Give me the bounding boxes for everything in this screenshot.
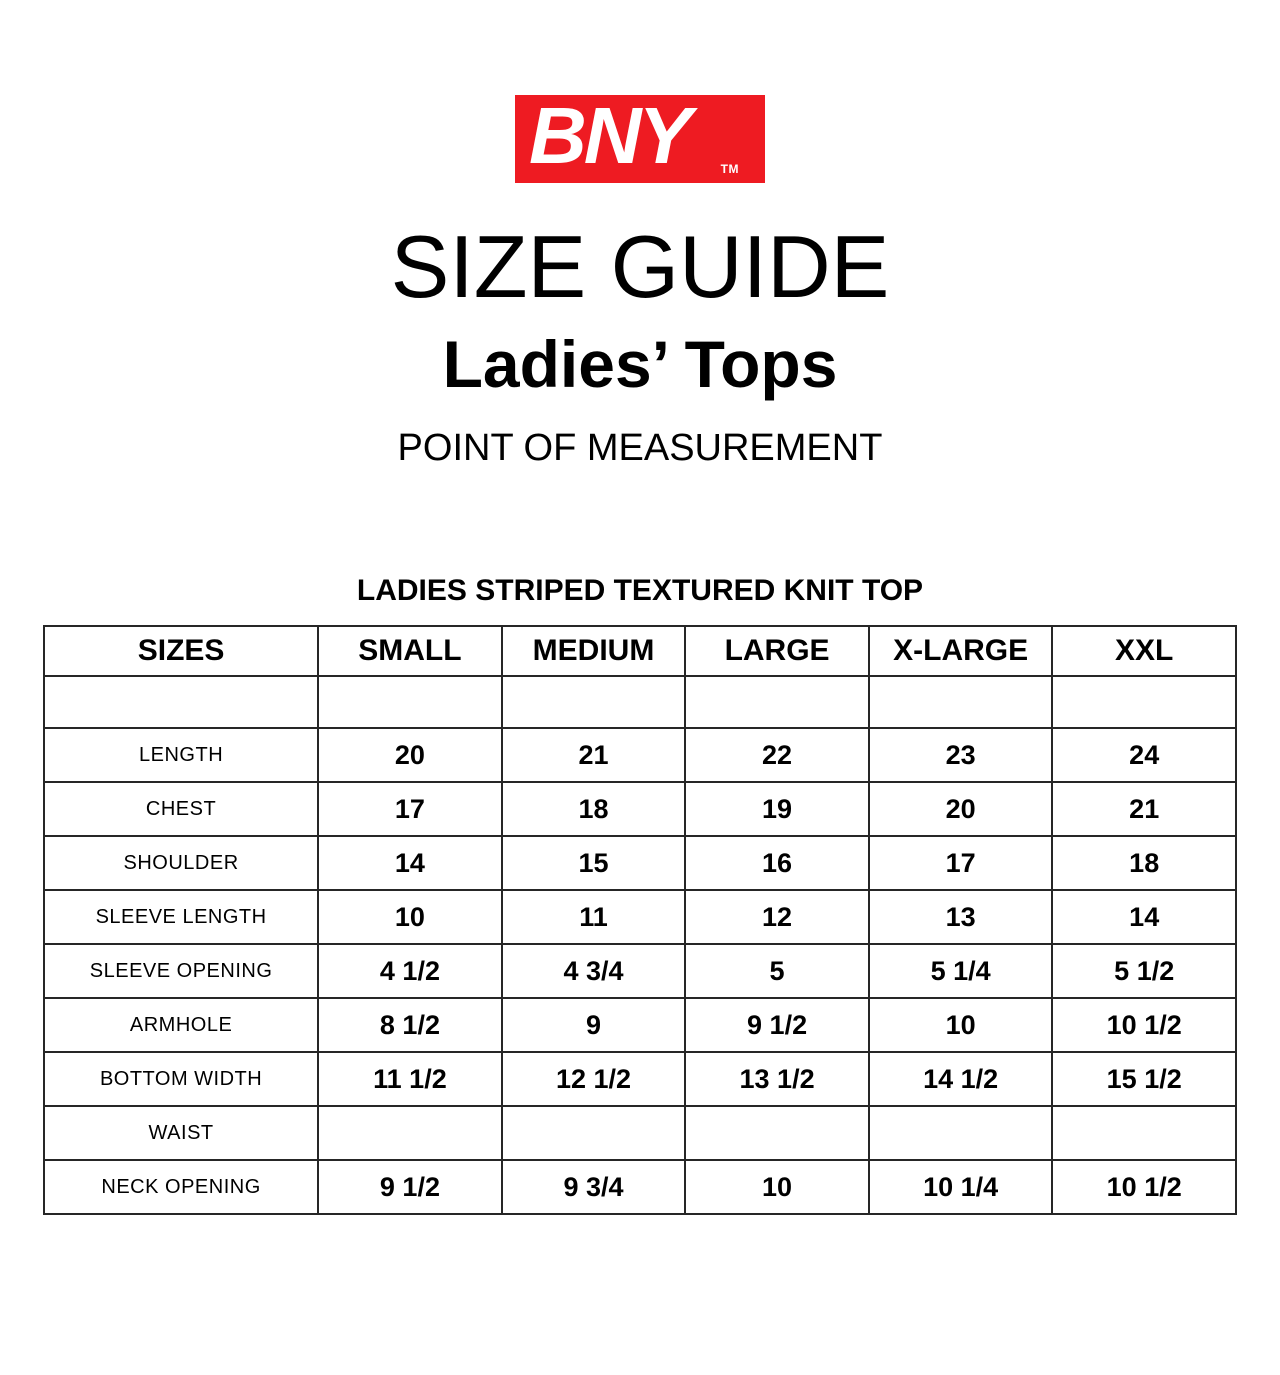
cell-value: 12 [684,889,870,946]
cell-value [684,675,870,730]
cell-value: 8 1/2 [317,997,503,1054]
cell-value [317,1105,503,1162]
size-table-header: SIZES SMALL MEDIUM LARGE X-LARGE XXL [42,625,1237,678]
cell-value: 10 [867,997,1054,1054]
column-header-small: SMALL [317,625,503,678]
table-row: NECK OPENING 9 1/2 9 3/4 10 10 1/4 10 1/2 [42,1159,1237,1216]
column-header-medium: MEDIUM [500,625,687,678]
cell-value: 11 1/2 [317,1051,503,1108]
table-row: SHOULDER 14 15 16 17 18 [42,835,1237,892]
column-header-x-large: X-LARGE [867,625,1054,678]
row-label: BOTTOM WIDTH [42,1051,320,1108]
cell-value: 21 [1051,781,1237,838]
brand-logo: BNY TM [515,95,765,183]
cell-value: 18 [1051,835,1237,892]
size-table: SIZES SMALL MEDIUM LARGE X-LARGE XXL LENGTH 20… [42,625,1237,1216]
row-label: SHOULDER [42,835,320,892]
size-guide-page: BNY TM SIZE GUIDE Ladies’ Tops POINT OF … [0,95,1280,1375]
cell-value [867,1105,1054,1162]
row-label [42,675,320,730]
table-row: SLEEVE LENGTH 10 11 12 13 14 [42,889,1237,946]
cell-value: 11 [500,889,687,946]
cell-value: 9 [500,997,687,1054]
column-header-large: LARGE [684,625,870,678]
trademark-symbol: TM [720,162,739,176]
cell-value: 20 [867,781,1054,838]
cell-value [867,675,1054,730]
cell-value [1051,675,1237,730]
cell-value: 4 3/4 [500,943,687,1000]
cell-value: 14 1/2 [867,1051,1054,1108]
cell-value: 14 [1051,889,1237,946]
cell-value: 23 [867,727,1054,784]
cell-value: 14 [317,835,503,892]
cell-value [500,1105,687,1162]
table-row: CHEST 17 18 19 20 21 [42,781,1237,838]
header-row: SIZES SMALL MEDIUM LARGE X-LARGE XXL [42,625,1237,678]
cell-value: 10 1/4 [867,1159,1054,1216]
row-label: CHEST [42,781,320,838]
cell-value: 13 [867,889,1054,946]
cell-value: 9 3/4 [500,1159,687,1216]
cell-value: 5 1/2 [1051,943,1237,1000]
cell-value: 10 1/2 [1051,1159,1237,1216]
cell-value: 13 1/2 [684,1051,870,1108]
table-row: LENGTH 20 21 22 23 24 [42,727,1237,784]
cell-value [1051,1105,1237,1162]
row-label: WAIST [42,1105,320,1162]
cell-value: 12 1/2 [500,1051,687,1108]
cell-value: 16 [684,835,870,892]
cell-value [317,675,503,730]
table-row: WAIST [42,1105,1237,1162]
column-header-sizes: SIZES [42,625,320,678]
cell-value: 17 [867,835,1054,892]
cell-value: 10 [317,889,503,946]
table-row: SLEEVE OPENING 4 1/2 4 3/4 5 5 1/4 5 1/2 [42,943,1237,1000]
page-title: SIZE GUIDE [390,217,890,316]
brand-logo-text: BNY [529,90,692,180]
cell-value: 4 1/2 [317,943,503,1000]
cell-value: 10 1/2 [1051,997,1237,1054]
cell-value: 9 1/2 [684,997,870,1054]
row-label: SLEEVE LENGTH [42,889,320,946]
cell-value: 24 [1051,727,1237,784]
cell-value: 20 [317,727,503,784]
cell-value: 9 1/2 [317,1159,503,1216]
row-label: ARMHOLE [42,997,320,1054]
cell-value [500,675,687,730]
row-label: LENGTH [42,727,320,784]
row-label: NECK OPENING [42,1159,320,1216]
page-subtitle: Ladies’ Tops [442,326,838,401]
section-label: POINT OF MEASUREMENT [397,427,883,470]
cell-value: 5 [684,943,870,1000]
cell-value [684,1105,870,1162]
cell-value: 22 [684,727,870,784]
cell-value: 21 [500,727,687,784]
cell-value: 5 1/4 [867,943,1054,1000]
table-row: ARMHOLE 8 1/2 9 9 1/2 10 10 1/2 [42,997,1237,1054]
cell-value: 10 [684,1159,870,1216]
cell-value: 15 [500,835,687,892]
size-table-body: LENGTH 20 21 22 23 24 CHEST 17 18 19 20 21 SHOULDER 1… [42,675,1237,1216]
table-row: BOTTOM WIDTH 11 1/2 12 1/2 13 1/2 14 1/2 15 1… [42,1051,1237,1108]
row-label: SLEEVE OPENING [42,943,320,1000]
cell-value: 15 1/2 [1051,1051,1237,1108]
column-header-xxl: XXL [1051,625,1237,678]
table-row [42,675,1237,730]
table-caption: LADIES STRIPED TEXTURED KNIT TOP [356,574,924,608]
cell-value: 17 [317,781,503,838]
cell-value: 18 [500,781,687,838]
cell-value: 19 [684,781,870,838]
